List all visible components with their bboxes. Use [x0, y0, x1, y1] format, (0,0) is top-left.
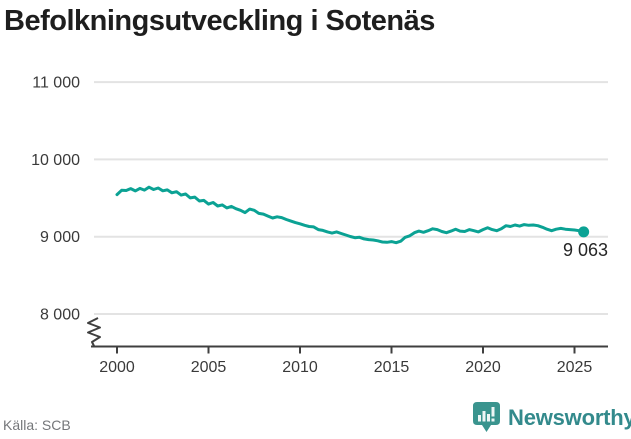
source-note: Källa: SCB [3, 417, 71, 433]
x-tick-label: 2020 [465, 359, 501, 376]
chart-title: Befolkningsutveckling i Sotenäs [4, 5, 435, 37]
axis-break-icon [87, 317, 101, 347]
y-tick-label: 10 000 [31, 152, 80, 169]
end-point-marker [578, 226, 590, 238]
population-line [115, 185, 586, 245]
x-tick-label: 2010 [282, 359, 318, 376]
end-value-label: 9 063 [563, 240, 608, 260]
y-tick-label: 11 000 [32, 75, 80, 92]
y-tick-label: 8 000 [40, 307, 80, 324]
x-tick-label: 2015 [374, 359, 410, 376]
x-tick-label: 2000 [99, 359, 135, 376]
newsworthy-logo[interactable]: Newsworthy [472, 401, 631, 434]
x-tick-label: 2005 [191, 359, 227, 376]
newsworthy-wordmark: Newsworthy [508, 404, 631, 430]
newsworthy-icon [472, 401, 501, 434]
x-tick-label: 2025 [557, 359, 593, 376]
y-tick-label: 9 000 [40, 229, 80, 246]
